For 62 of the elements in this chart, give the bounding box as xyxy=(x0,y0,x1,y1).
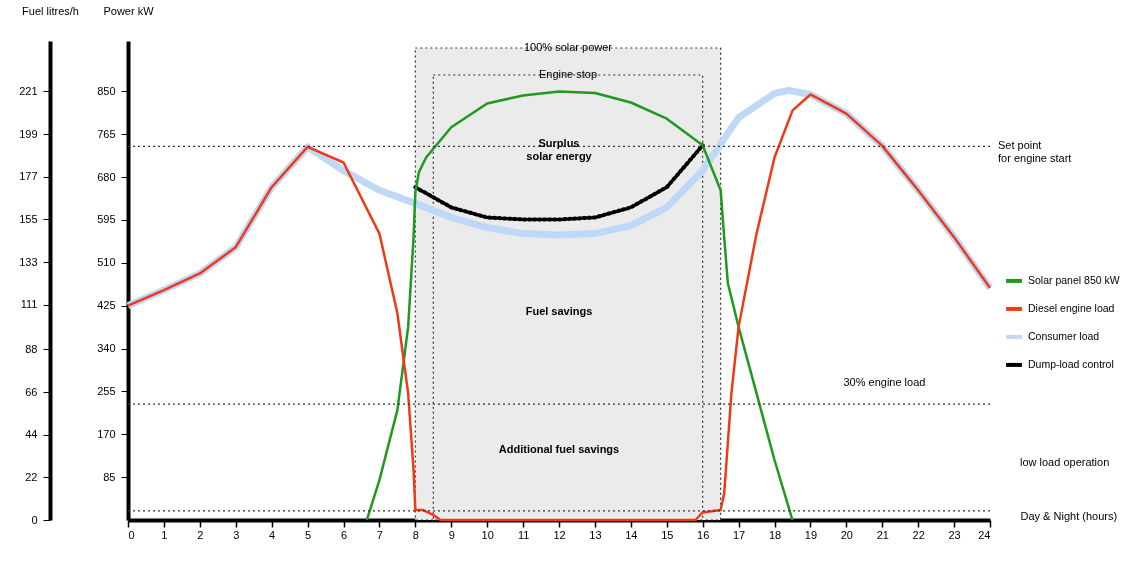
x-tick-label: 3 xyxy=(233,528,240,541)
x-tick-label: 12 xyxy=(553,528,566,541)
x-tick-label: 9 xyxy=(448,528,455,541)
x-tick-label: 4 xyxy=(269,528,276,541)
y-tick-label: 510 xyxy=(97,256,116,269)
x-tick-label: 17 xyxy=(732,528,746,541)
x-tick-label: 5 xyxy=(305,528,312,541)
legend-label: Solar panel 850 kW xyxy=(1028,273,1120,286)
y2-tick-label: 221 xyxy=(19,84,38,97)
legend-label: Dump-load control xyxy=(1028,357,1114,370)
y-tick-label: 595 xyxy=(97,213,116,226)
x-tick-label: 6 xyxy=(340,528,348,541)
x-tick-label: 10 xyxy=(481,528,494,541)
y2-tick-label: 44 xyxy=(25,428,38,441)
x-tick-label: 2 xyxy=(197,528,204,541)
y-tick-label: 170 xyxy=(97,427,116,440)
legend-label: Consumer load xyxy=(1028,329,1100,342)
x-tick-label: 20 xyxy=(840,528,853,541)
y2-tick-label: 0 xyxy=(31,513,38,526)
y2-tick-label: 88 xyxy=(25,342,38,355)
y2-tick-label: 66 xyxy=(25,385,38,398)
y2-tick-label: 199 xyxy=(19,127,38,140)
y2-tick-label: 177 xyxy=(19,170,38,183)
y-tick-label: 850 xyxy=(97,84,116,97)
x-tick-label: 13 xyxy=(589,528,602,541)
line-series xyxy=(365,90,794,522)
x-tick-label: 19 xyxy=(804,528,818,541)
x-tick-label: 23 xyxy=(948,528,961,541)
x-tick-label: 11 xyxy=(517,528,530,541)
y2-tick-label: 22 xyxy=(25,470,38,483)
legend-label: Diesel engine load xyxy=(1028,301,1115,314)
x-tick-label: 22 xyxy=(912,528,925,541)
x-tick-label: 21 xyxy=(876,528,889,541)
x-tick-label: 1 xyxy=(161,528,168,541)
x-tick-label: 18 xyxy=(768,528,782,541)
annotation: Surplus solar energy xyxy=(526,137,593,163)
x-tick-label: 15 xyxy=(661,528,674,541)
x-tick-label: 16 xyxy=(697,528,710,541)
ref-line-label: Set point for engine start xyxy=(998,139,1072,165)
y2-tick-label: 133 xyxy=(19,255,38,268)
ref-line-label: 30% engine load xyxy=(843,376,926,389)
annotation: Additional fuel savings xyxy=(498,443,620,456)
y2-tick-label: 155 xyxy=(19,212,38,225)
x-tick-label: 7 xyxy=(376,528,383,541)
y-tick-label: 680 xyxy=(97,170,116,183)
band-label: 100% solar power xyxy=(523,41,613,53)
x-axis-title: Day & Night (hours) xyxy=(1020,509,1118,522)
y-axis-title: Power kW xyxy=(103,4,155,17)
y-tick-label: 85 xyxy=(103,470,116,483)
x-tick-label: 14 xyxy=(625,528,638,541)
text: low load operation xyxy=(1020,455,1110,468)
x-tick-label: 24 xyxy=(978,528,991,541)
annotation: Fuel savings xyxy=(525,305,593,318)
band-label: Engine stop xyxy=(538,68,598,80)
y-tick-label: 425 xyxy=(97,299,116,312)
x-tick-label: 8 xyxy=(412,528,419,541)
y-tick-label: 340 xyxy=(97,342,116,355)
x-tick-label: 0 xyxy=(128,528,135,541)
y2-axis-title: Fuel litres/h xyxy=(22,4,79,17)
y2-tick-label: 111 xyxy=(20,298,38,311)
y-tick-label: 765 xyxy=(97,127,116,140)
y-tick-label: 255 xyxy=(97,384,116,397)
